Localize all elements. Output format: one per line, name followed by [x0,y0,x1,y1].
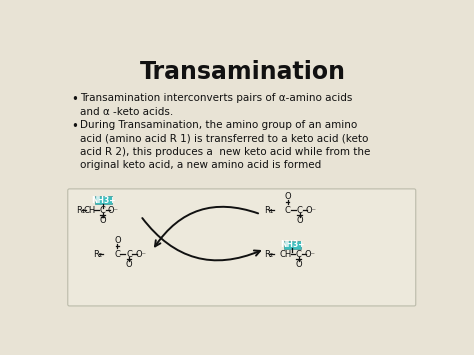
Text: C: C [126,250,132,259]
Text: O: O [284,192,291,201]
Text: During Transamination, the amino group of an amino
acid (amino acid R 1) is tran: During Transamination, the amino group o… [80,120,371,170]
Text: •: • [72,120,79,133]
FancyBboxPatch shape [94,196,111,204]
FancyBboxPatch shape [283,241,301,248]
Text: O⁻: O⁻ [108,206,119,215]
Text: C: C [296,250,301,259]
FancyBboxPatch shape [68,189,416,306]
Text: O⁻: O⁻ [306,206,317,215]
Text: C: C [114,250,120,259]
Text: C: C [285,206,291,215]
Text: O: O [126,260,132,269]
Text: CH: CH [280,250,292,259]
Text: Transamination: Transamination [140,60,346,83]
Text: Transamination interconverts pairs of α-amino acids
and α -keto acids.: Transamination interconverts pairs of α-… [80,93,353,117]
Text: O⁻: O⁻ [304,250,315,259]
Text: •: • [72,93,79,106]
Text: C: C [297,206,302,215]
Text: CH: CH [83,206,96,215]
Text: O: O [296,216,303,225]
Text: O⁻: O⁻ [135,250,146,259]
Text: O: O [295,260,302,269]
Text: R₁: R₁ [264,206,273,215]
Text: NH3+: NH3+ [280,240,304,249]
Text: R₂: R₂ [264,250,273,259]
Text: NH3+: NH3+ [91,196,115,204]
Text: R₁: R₁ [76,206,85,215]
Text: O: O [100,216,106,225]
Text: R₂: R₂ [93,250,102,259]
Text: O: O [114,236,121,245]
Text: C: C [100,206,106,215]
